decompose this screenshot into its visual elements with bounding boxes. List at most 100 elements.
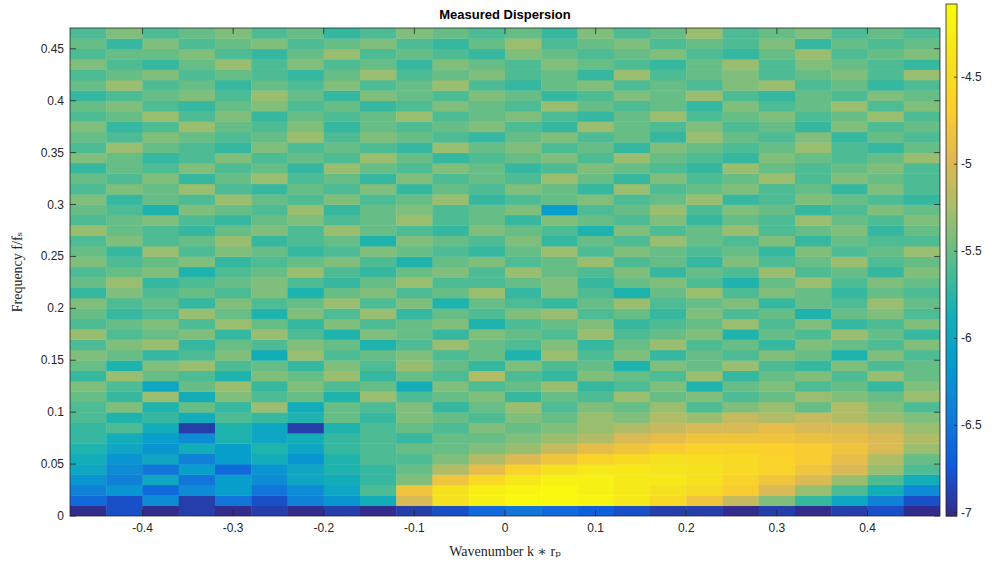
heat-cell xyxy=(433,153,470,164)
heat-cell xyxy=(505,163,542,174)
heat-cell xyxy=(179,339,216,350)
heat-cell xyxy=(106,225,143,236)
heat-cell xyxy=(469,474,506,485)
heat-cell xyxy=(759,433,796,444)
heat-cell xyxy=(251,205,288,216)
x-tick-top xyxy=(686,28,687,34)
heat-cell xyxy=(831,277,868,288)
x-tick-top xyxy=(323,28,324,34)
heat-cell xyxy=(469,381,506,392)
heat-cell xyxy=(396,454,433,465)
heat-cell xyxy=(143,464,180,475)
colorbar-swatch xyxy=(946,392,957,397)
heat-cell xyxy=(723,38,760,49)
heat-cell xyxy=(759,277,796,288)
y-tick-label: 0.45 xyxy=(41,42,65,56)
heat-cell xyxy=(868,339,905,350)
colorbar-swatch xyxy=(946,108,957,113)
heat-cell xyxy=(686,225,723,236)
heat-cell xyxy=(578,225,615,236)
heat-cell xyxy=(433,267,470,278)
heat-cell xyxy=(614,277,651,288)
heat-cell xyxy=(650,101,687,112)
heat-cell xyxy=(469,277,506,288)
heat-cell xyxy=(288,443,325,454)
heat-cell xyxy=(650,111,687,122)
heat-cell xyxy=(831,256,868,267)
heat-cell xyxy=(360,173,397,184)
heat-cell xyxy=(143,236,180,247)
colorbar-swatch xyxy=(946,48,957,53)
heat-cell xyxy=(215,184,252,195)
colorbar-swatch xyxy=(946,116,957,121)
heat-cell xyxy=(578,506,615,516)
heat-cell xyxy=(759,90,796,101)
heat-cell xyxy=(904,371,940,382)
heat-cell xyxy=(360,90,397,101)
colorbar-swatch xyxy=(946,424,957,429)
colorbar-tick-label: -6 xyxy=(961,331,972,345)
heat-cell xyxy=(251,163,288,174)
heat-cell xyxy=(106,464,143,475)
heat-cell xyxy=(650,142,687,153)
heat-cell xyxy=(396,506,433,516)
heat-cell xyxy=(179,474,216,485)
heat-cell xyxy=(288,506,325,516)
heat-cell xyxy=(251,142,288,153)
heat-cell xyxy=(904,132,940,143)
colorbar-swatch xyxy=(946,360,957,365)
heat-cell xyxy=(396,184,433,195)
heat-cell xyxy=(831,308,868,319)
colorbar-swatch xyxy=(946,368,957,373)
heat-cell xyxy=(759,132,796,143)
y-tick-right xyxy=(934,360,940,361)
heat-cell xyxy=(469,59,506,70)
colorbar-swatch xyxy=(946,128,957,133)
heat-cell xyxy=(686,412,723,423)
colorbar-swatch xyxy=(946,204,957,209)
heat-cell xyxy=(106,360,143,371)
heat-cell xyxy=(70,485,107,496)
heat-cell xyxy=(215,256,252,267)
colorbar-swatch xyxy=(946,416,957,421)
y-tick-label: 0.3 xyxy=(47,198,64,212)
heat-cell xyxy=(215,277,252,288)
heat-cell xyxy=(179,495,216,506)
heat-cell xyxy=(179,215,216,226)
heat-cell xyxy=(288,464,325,475)
heat-cell xyxy=(650,474,687,485)
heat-cell xyxy=(795,339,832,350)
heat-cell xyxy=(759,246,796,257)
heat-cell xyxy=(251,474,288,485)
heat-cell xyxy=(433,381,470,392)
x-tick-label: 0.3 xyxy=(769,521,786,535)
colorbar-swatch xyxy=(946,224,957,229)
heat-cell xyxy=(215,360,252,371)
heat-cell xyxy=(578,80,615,91)
heat-cell xyxy=(433,464,470,475)
heat-cell xyxy=(179,59,216,70)
heat-cell xyxy=(795,246,832,257)
heat-cell xyxy=(396,246,433,257)
colorbar-swatch xyxy=(946,172,957,177)
colorbar: -7-6.5-6-5.5-5-4.5 xyxy=(946,4,982,520)
heat-cell xyxy=(396,402,433,413)
heat-cell xyxy=(505,308,542,319)
heat-cell xyxy=(795,256,832,267)
heat-cell xyxy=(541,371,578,382)
heat-cell xyxy=(324,80,361,91)
colorbar-swatch xyxy=(946,80,957,85)
x-tick xyxy=(867,510,868,516)
heat-cell xyxy=(288,454,325,465)
heat-cell xyxy=(505,256,542,267)
heat-cell xyxy=(143,142,180,153)
heat-cell xyxy=(143,495,180,506)
colorbar-swatch xyxy=(946,272,957,277)
heat-cell xyxy=(288,371,325,382)
heat-cell xyxy=(433,443,470,454)
heat-cell xyxy=(686,443,723,454)
heat-cell xyxy=(759,412,796,423)
colorbar-swatch xyxy=(946,316,957,321)
heat-cell xyxy=(505,350,542,361)
heat-cell xyxy=(868,111,905,122)
